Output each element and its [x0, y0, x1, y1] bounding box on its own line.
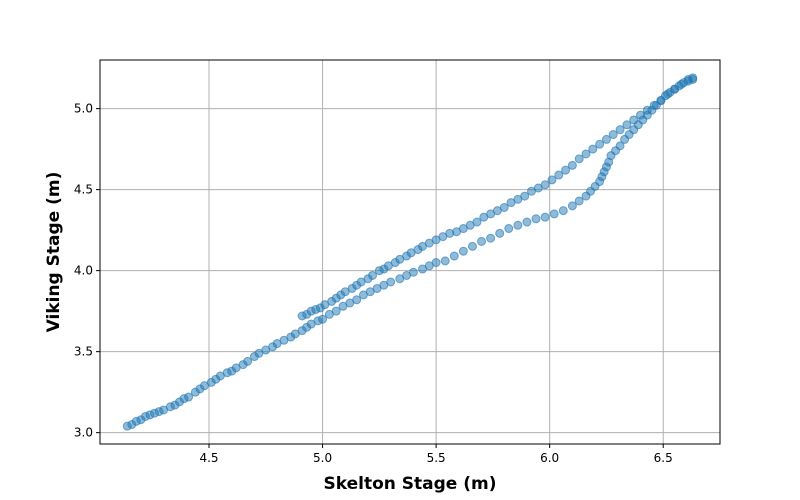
data-point	[615, 125, 625, 135]
data-point	[472, 217, 482, 227]
y-tick-label: 4.0	[74, 264, 93, 278]
data-point	[540, 212, 550, 222]
data-point	[408, 267, 418, 277]
grid-lines	[100, 60, 720, 444]
data-point	[520, 191, 530, 201]
data-point	[622, 120, 632, 130]
data-point	[642, 105, 652, 115]
data-point	[581, 149, 591, 159]
data-point	[567, 160, 577, 170]
data-point	[615, 141, 625, 151]
y-tick-label: 4.5	[74, 183, 93, 197]
data-point	[504, 224, 514, 234]
x-tick-label: 4.5	[199, 451, 218, 465]
data-point	[331, 306, 341, 316]
data-point	[561, 165, 571, 175]
data-point	[458, 246, 468, 256]
data-point	[670, 84, 680, 94]
data-point	[567, 201, 577, 211]
y-axis-title: Viking Stage (m)	[44, 172, 64, 333]
axis-ticks: 4.5 5.0 5.5 6.0 6.5 3.0 3.5 4.0 4.5 5.0	[74, 102, 673, 465]
data-point	[601, 134, 611, 144]
data-point	[656, 96, 666, 106]
data-point	[318, 314, 328, 324]
x-tick-label: 6.0	[540, 451, 559, 465]
data-point	[522, 217, 532, 227]
data-point	[386, 277, 396, 287]
x-axis-title: Skelton Stage (m)	[324, 474, 497, 494]
data-point	[477, 236, 487, 246]
y-tick-label: 5.0	[74, 102, 93, 116]
x-tick-label: 6.5	[654, 451, 673, 465]
data-point	[588, 144, 598, 154]
data-point	[595, 139, 605, 149]
data-point	[431, 258, 441, 268]
data-point	[649, 100, 659, 110]
data-point	[574, 154, 584, 164]
data-point	[554, 170, 564, 180]
data-point	[540, 180, 550, 190]
data-point	[486, 233, 496, 243]
plot-frame	[99, 59, 721, 445]
data-point	[243, 356, 253, 366]
data-point	[558, 206, 568, 216]
y-tick-label: 3.0	[74, 426, 93, 440]
data-point	[184, 392, 194, 402]
data-point	[368, 270, 378, 280]
data-point	[449, 251, 459, 261]
y-tick-label: 3.5	[74, 345, 93, 359]
x-tick-label: 5.0	[313, 451, 332, 465]
data-point	[608, 130, 618, 140]
data-points	[122, 73, 698, 431]
data-point	[629, 115, 639, 125]
data-point	[663, 89, 673, 99]
data-point	[547, 175, 557, 185]
data-point	[467, 241, 477, 251]
data-point	[495, 228, 505, 238]
data-point	[499, 202, 509, 212]
data-point	[636, 110, 646, 120]
data-point	[549, 209, 559, 219]
data-point	[440, 256, 450, 266]
data-point	[352, 295, 362, 305]
data-point	[513, 220, 523, 230]
data-point	[531, 214, 541, 224]
x-tick-label: 5.5	[427, 451, 446, 465]
data-point	[688, 73, 698, 83]
data-point	[574, 196, 584, 206]
